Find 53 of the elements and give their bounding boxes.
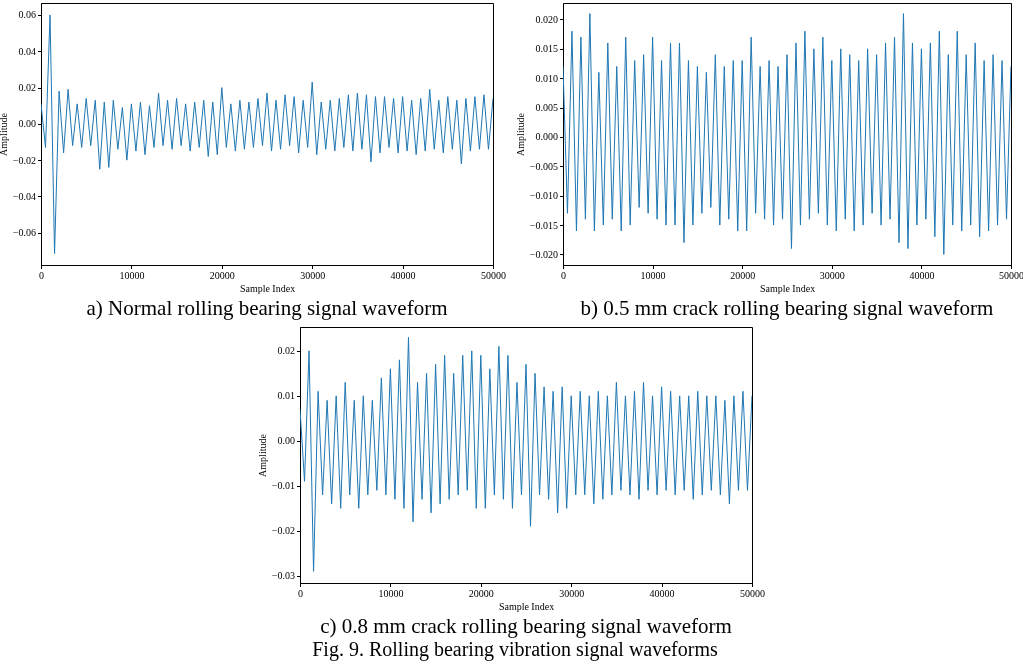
- y-axis-title: Amplitude: [0, 112, 9, 156]
- y-tick-label: 0.02: [277, 345, 295, 357]
- x-tick-label: 30000: [819, 270, 845, 281]
- y-tick-label: −0.04: [12, 190, 36, 202]
- y-tick-label: 0.02: [18, 82, 36, 94]
- line-series: [300, 336, 752, 572]
- x-tick-label: 30000: [559, 588, 585, 599]
- x-axis-title: Sample Index: [239, 283, 296, 294]
- y-tick-label: 0.00: [18, 118, 36, 130]
- x-tick-label: 0: [561, 270, 566, 281]
- y-tick-label: 0.005: [535, 102, 558, 114]
- y-tick-label: 0.01: [277, 390, 295, 402]
- x-tick-label: 20000: [209, 270, 235, 281]
- y-tick-label: 0.020: [535, 13, 558, 25]
- y-tick-label: −0.01: [271, 480, 295, 492]
- x-tick-label: 20000: [468, 588, 494, 599]
- y-tick-label: 0.015: [535, 43, 558, 55]
- x-axis-title: Sample Index: [759, 283, 816, 294]
- y-tick-label: −0.06: [12, 227, 36, 239]
- x-tick-label: 0: [39, 270, 44, 281]
- text: c) 0.8 mm crack rolling bearing signal waveform: [320, 613, 732, 638]
- x-tick-label: 20000: [730, 270, 756, 281]
- y-tick-label: −0.03: [271, 570, 295, 582]
- x-tick-label: 10000: [640, 270, 666, 281]
- x-axis-title: Sample Index: [498, 601, 555, 612]
- y-tick-label: −0.015: [529, 219, 558, 231]
- x-tick-label: 50000: [999, 270, 1024, 281]
- line-series: [563, 13, 1011, 255]
- y-tick-label: −0.02: [271, 525, 295, 537]
- x-tick-label: 0: [298, 588, 303, 599]
- y-tick-label: −0.005: [529, 160, 558, 172]
- x-tick-label: 30000: [300, 270, 326, 281]
- y-axis-title: Amplitude: [514, 112, 526, 156]
- y-tick-label: 0.00: [277, 435, 295, 447]
- x-tick-label: 40000: [649, 588, 675, 599]
- text: b) 0.5 mm crack rolling bearing signal waveform: [580, 295, 994, 320]
- y-tick-label: −0.010: [529, 190, 558, 202]
- x-tick-label: 50000: [740, 588, 765, 599]
- y-tick-label: 0.04: [18, 45, 36, 57]
- y-tick-label: 0.06: [18, 9, 36, 21]
- y-tick-label: −0.02: [12, 154, 36, 166]
- x-tick-label: 40000: [390, 270, 416, 281]
- y-tick-label: −0.020: [529, 248, 558, 260]
- line-series: [41, 14, 493, 255]
- text: a) Normal rolling bearing signal waveform: [86, 295, 448, 320]
- y-tick-label: 0.010: [535, 72, 558, 84]
- y-tick-label: 0.000: [535, 131, 558, 143]
- caption: Fig. 9. Rolling bearing vibration signal waveforms: [311, 638, 719, 661]
- x-tick-label: 10000: [378, 588, 404, 599]
- y-axis-title: Amplitude: [256, 433, 268, 477]
- x-tick-label: 40000: [909, 270, 935, 281]
- x-tick-label: 50000: [481, 270, 506, 281]
- x-tick-label: 10000: [119, 270, 145, 281]
